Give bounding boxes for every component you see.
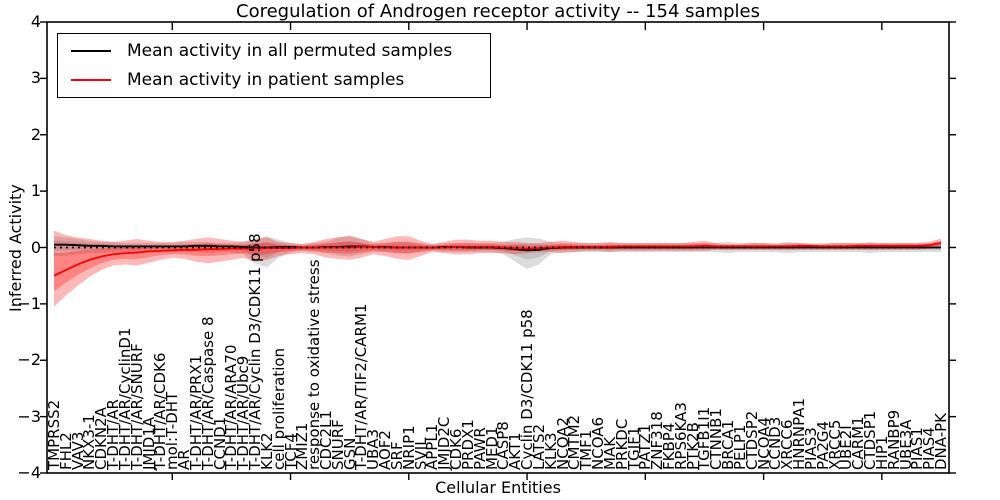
band-outer-1	[54, 230, 941, 307]
x-axis-label: Cellular Entities	[435, 478, 561, 497]
chart-title: Coregulation of Androgen receptor activi…	[236, 1, 760, 22]
band-outer-0	[54, 235, 941, 269]
y-tick-label: −2	[17, 350, 41, 370]
legend-line-black	[71, 50, 111, 52]
y-tick-label: 3	[30, 68, 41, 88]
y-tick-label: 1	[30, 181, 41, 201]
legend-entry-patient: Mean activity in patient samples	[58, 66, 490, 94]
y-tick-label: 0	[30, 237, 41, 257]
legend: Mean activity in all permuted samples Me…	[57, 33, 491, 98]
y-tick-label: −3	[17, 406, 41, 426]
legend-label-permuted: Mean activity in all permuted samples	[127, 41, 453, 61]
mean-line-patient	[53, 242, 942, 277]
legend-label-patient: Mean activity in patient samples	[127, 70, 405, 90]
x-category-label: DNA-PK	[932, 413, 950, 470]
y-tick-label: 2	[30, 124, 41, 144]
legend-line-red	[71, 79, 111, 81]
y-tick-label: −4	[17, 463, 41, 482]
y-tick-label: 4	[30, 12, 41, 31]
legend-entry-permuted: Mean activity in all permuted samples	[58, 37, 490, 65]
band-inner-0	[54, 240, 941, 260]
y-tick-label: −1	[17, 293, 41, 313]
